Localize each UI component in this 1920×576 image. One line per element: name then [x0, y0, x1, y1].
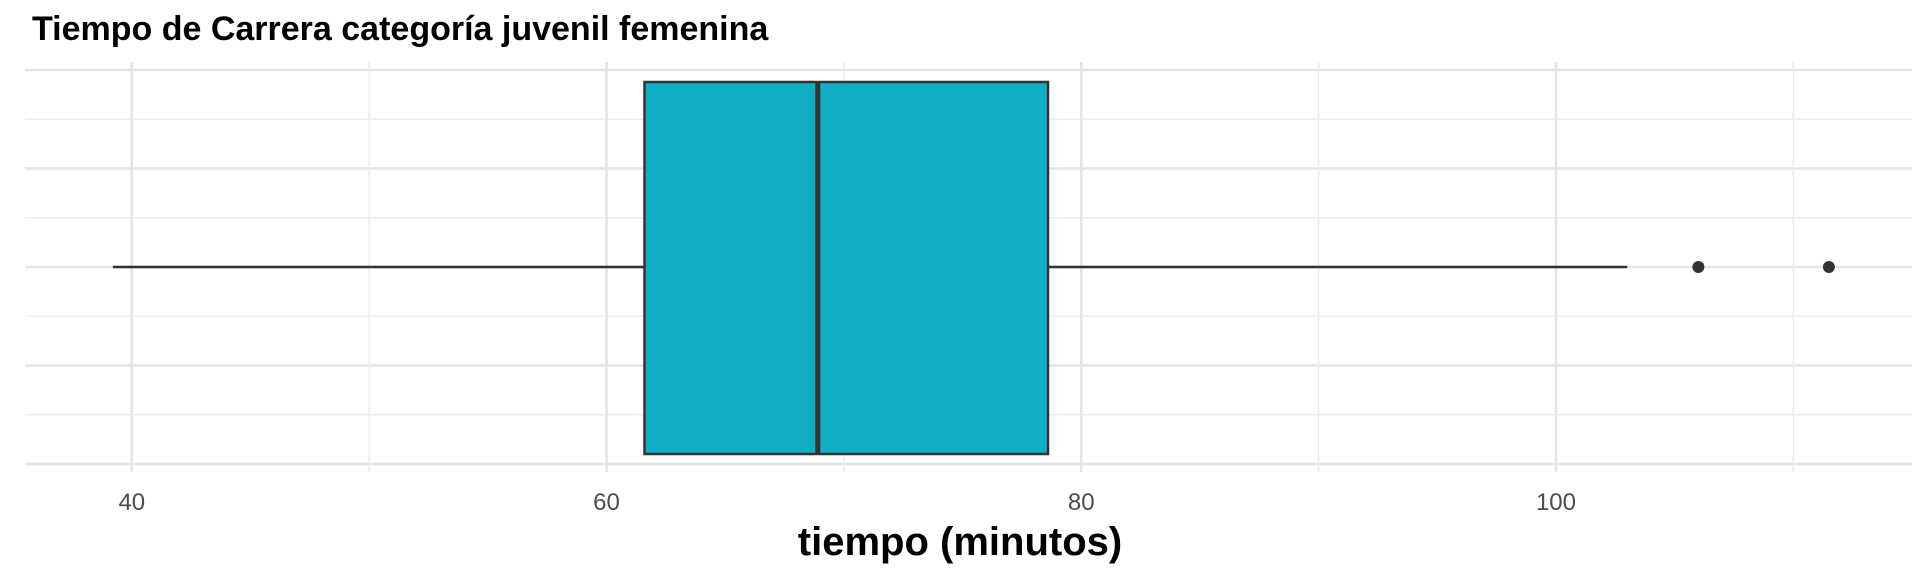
- boxplot: [112, 80, 1835, 456]
- x-axis: 40 60 80 100: [118, 489, 1576, 516]
- x-axis-label: tiempo (minutos): [798, 520, 1122, 564]
- chart-title: Tiempo de Carrera categoría juvenil feme…: [32, 10, 769, 48]
- x-tick-label: 80: [1068, 489, 1095, 516]
- outlier-point: [1822, 261, 1835, 273]
- x-tick-label: 60: [593, 489, 620, 516]
- outlier-point: [1692, 261, 1705, 273]
- x-tick-label: 100: [1536, 489, 1576, 516]
- x-tick-label: 40: [118, 489, 145, 516]
- box-iqr: [643, 80, 1050, 456]
